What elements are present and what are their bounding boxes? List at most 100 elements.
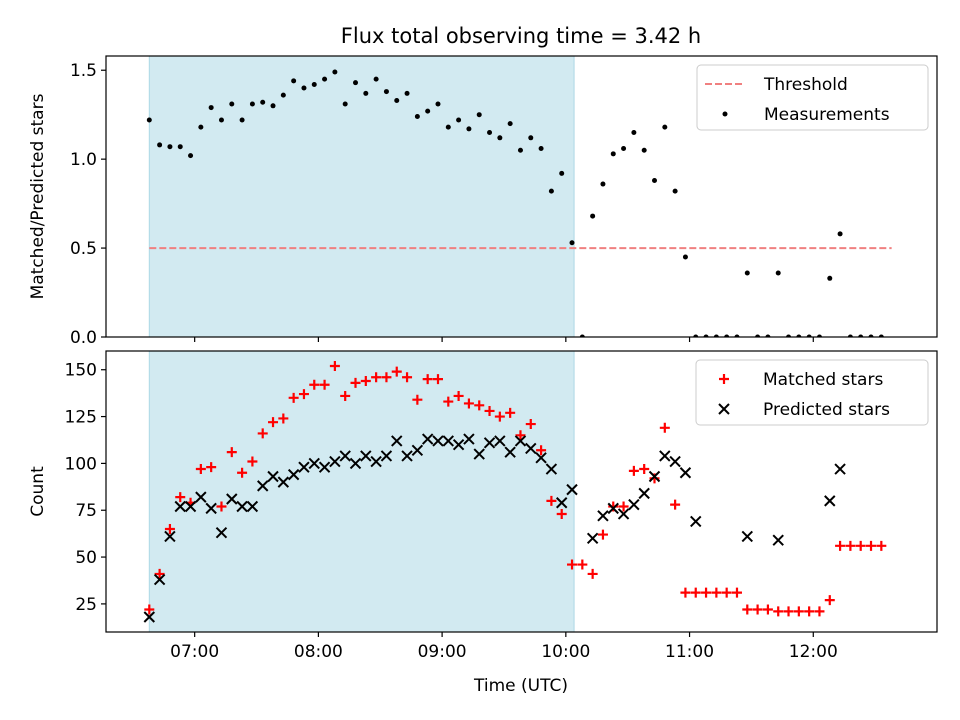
matched-point [144, 604, 155, 615]
predicted-point [483, 437, 496, 449]
matched-point [546, 495, 557, 506]
x-tick-label: 09:00 [418, 642, 467, 662]
matched-point [752, 604, 763, 615]
measurement-point [291, 78, 297, 84]
predicted-point [421, 433, 434, 445]
predicted-point [525, 442, 537, 455]
measurement-point [146, 117, 152, 123]
measurement-point [342, 101, 348, 107]
predicted-point [257, 480, 269, 492]
matched-point [762, 604, 773, 615]
axes-frame [105, 350, 938, 633]
y-tick-label: 50 [75, 548, 97, 568]
matched-point [381, 372, 392, 383]
measurement-point [755, 334, 761, 337]
matched-point [350, 377, 361, 388]
matched-point [567, 559, 578, 570]
matched-point [649, 473, 660, 484]
measurement-point [456, 117, 462, 123]
predicted-point [349, 457, 362, 470]
matched-point [402, 372, 413, 383]
measurement-point [786, 334, 792, 337]
measurement-point [816, 334, 822, 337]
x-axis-label: Time (UTC) [473, 676, 568, 696]
predicted-point [679, 467, 692, 479]
measurement-point [600, 181, 606, 187]
predicted-point [824, 495, 836, 507]
predicted-point [164, 530, 176, 543]
y-axis-label: Matched/Predicted stars [28, 93, 48, 299]
measurement-point [548, 188, 554, 194]
matched-point [154, 568, 165, 579]
predicted-point [442, 435, 455, 447]
y-tick-label: 25 [75, 595, 97, 615]
observing-window-shade [149, 56, 575, 337]
y-tick-label: 0.5 [70, 239, 97, 259]
measurement-point [229, 101, 235, 107]
matched-point [536, 445, 547, 456]
measurement-point [579, 334, 585, 337]
measurement-point [652, 177, 658, 183]
predicted-point [287, 468, 300, 481]
matched-point [680, 587, 691, 598]
measurement-point [858, 334, 864, 337]
predicted-point [597, 510, 609, 522]
measurement-point [538, 145, 544, 151]
y-tick-label: 75 [75, 501, 97, 521]
predicted-point [638, 487, 650, 500]
matched-point [690, 587, 701, 598]
matched-point [845, 540, 856, 551]
predicted-point [772, 534, 784, 546]
y-tick-label: 1.0 [70, 150, 97, 170]
matched-point [587, 568, 598, 579]
legend: Matched stars Predicted stars [695, 359, 929, 426]
y-tick-label: 100 [65, 454, 97, 474]
measurement-point [157, 142, 163, 148]
matched-point [247, 456, 258, 467]
measurement-point [239, 117, 245, 123]
matched-point [164, 523, 175, 534]
matched-point [701, 587, 712, 598]
plot-area [146, 69, 892, 337]
legend-label: Measurements [764, 105, 890, 125]
y-axis-label: Count [28, 466, 48, 517]
matched-point [556, 508, 567, 519]
x-tick-label: 10:00 [541, 642, 590, 662]
matched-point [268, 417, 279, 428]
legend-frame [695, 359, 929, 426]
predicted-point [504, 446, 516, 458]
matched-stars-series [144, 360, 887, 617]
predicted-point [628, 498, 640, 511]
measurement-point [559, 170, 565, 176]
predicted-point [473, 448, 485, 460]
matched-point [597, 529, 608, 540]
predicted-stars-series [143, 433, 846, 623]
predicted-point [267, 470, 279, 483]
measurement-point [765, 334, 771, 337]
matched-point [577, 559, 588, 570]
matched-point [866, 540, 877, 551]
measurement-point [517, 147, 523, 153]
measurement-point [353, 80, 359, 86]
predicted-point [586, 532, 599, 545]
predicted-point [463, 433, 475, 445]
matched-point [793, 606, 804, 617]
matched-point [731, 587, 742, 598]
matched-point [216, 501, 227, 512]
measurement-point [693, 334, 699, 337]
measurement-point [806, 334, 812, 337]
matched-point [237, 467, 248, 478]
measurement-point [528, 135, 534, 141]
measurement-point [487, 129, 493, 135]
predicted-point [174, 500, 186, 513]
bottom-panel: 25 50 75 100 125 150 07:00 08:00 09:00 10:00 11:00… [28, 350, 938, 662]
measurement-point [744, 270, 750, 276]
measurement-point [682, 254, 688, 260]
measurement-point [507, 121, 513, 127]
x-tick-label: 12:00 [789, 642, 838, 662]
matched-point [835, 540, 846, 551]
predicted-point [659, 450, 671, 462]
predicted-point [556, 497, 568, 509]
measurement-point [383, 89, 389, 95]
matched-point [659, 422, 670, 433]
